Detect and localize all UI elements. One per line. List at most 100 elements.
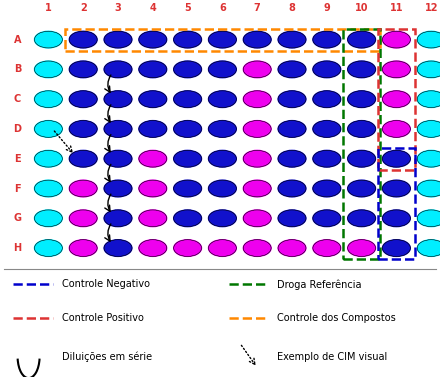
Text: 1: 1: [45, 3, 52, 13]
Text: 10: 10: [355, 3, 368, 13]
Circle shape: [313, 91, 341, 107]
Text: C: C: [14, 94, 21, 104]
Circle shape: [69, 180, 97, 197]
Circle shape: [104, 31, 132, 48]
Circle shape: [417, 180, 440, 197]
Circle shape: [69, 210, 97, 227]
Circle shape: [174, 150, 202, 167]
Circle shape: [382, 210, 411, 227]
Circle shape: [313, 180, 341, 197]
Circle shape: [209, 240, 236, 256]
Text: Controle Negativo: Controle Negativo: [62, 279, 150, 289]
Circle shape: [348, 61, 375, 78]
Circle shape: [104, 91, 132, 107]
Circle shape: [139, 240, 167, 256]
Circle shape: [209, 31, 236, 48]
Circle shape: [174, 31, 202, 48]
Text: Controle dos Compostos: Controle dos Compostos: [277, 313, 396, 323]
Circle shape: [348, 240, 375, 256]
Circle shape: [313, 150, 341, 167]
Circle shape: [243, 180, 271, 197]
Circle shape: [417, 61, 440, 78]
Circle shape: [278, 210, 306, 227]
Circle shape: [104, 121, 132, 137]
Circle shape: [139, 61, 167, 78]
Circle shape: [104, 180, 132, 197]
Circle shape: [417, 150, 440, 167]
Text: H: H: [14, 243, 22, 253]
Circle shape: [139, 31, 167, 48]
Circle shape: [348, 210, 375, 227]
Circle shape: [174, 180, 202, 197]
Circle shape: [104, 210, 132, 227]
Circle shape: [313, 240, 341, 256]
Circle shape: [382, 150, 411, 167]
Circle shape: [417, 31, 440, 48]
Circle shape: [174, 121, 202, 137]
Text: A: A: [14, 35, 22, 44]
Circle shape: [174, 61, 202, 78]
Circle shape: [278, 61, 306, 78]
Text: 2: 2: [80, 3, 87, 13]
Text: G: G: [14, 213, 22, 223]
Bar: [343, 29, 380, 259]
Circle shape: [278, 180, 306, 197]
Circle shape: [69, 31, 97, 48]
Circle shape: [243, 91, 271, 107]
Circle shape: [382, 240, 411, 256]
Circle shape: [69, 121, 97, 137]
Circle shape: [174, 210, 202, 227]
Text: 5: 5: [184, 3, 191, 13]
Circle shape: [382, 91, 411, 107]
Circle shape: [139, 210, 167, 227]
Circle shape: [34, 240, 62, 256]
Circle shape: [382, 180, 411, 197]
Circle shape: [34, 180, 62, 197]
Circle shape: [139, 180, 167, 197]
Bar: [65, 29, 380, 51]
Circle shape: [348, 91, 375, 107]
Circle shape: [174, 91, 202, 107]
Circle shape: [69, 150, 97, 167]
Text: F: F: [14, 184, 21, 193]
Circle shape: [382, 31, 411, 48]
Text: 6: 6: [219, 3, 226, 13]
Circle shape: [278, 150, 306, 167]
Circle shape: [348, 150, 375, 167]
Circle shape: [104, 240, 132, 256]
Circle shape: [313, 31, 341, 48]
Text: E: E: [14, 154, 21, 164]
Circle shape: [209, 150, 236, 167]
Circle shape: [69, 91, 97, 107]
Circle shape: [243, 61, 271, 78]
Circle shape: [34, 210, 62, 227]
Circle shape: [243, 240, 271, 256]
Circle shape: [104, 150, 132, 167]
Text: 7: 7: [254, 3, 260, 13]
Circle shape: [69, 61, 97, 78]
Circle shape: [69, 240, 97, 256]
Circle shape: [417, 121, 440, 137]
Circle shape: [209, 121, 236, 137]
Circle shape: [243, 210, 271, 227]
Bar: [378, 148, 415, 259]
Circle shape: [209, 210, 236, 227]
Text: Exemplo de CIM visual: Exemplo de CIM visual: [277, 352, 388, 362]
Circle shape: [417, 240, 440, 256]
Circle shape: [417, 210, 440, 227]
Circle shape: [382, 121, 411, 137]
Text: 11: 11: [390, 3, 403, 13]
Circle shape: [348, 121, 375, 137]
Circle shape: [243, 121, 271, 137]
Text: 9: 9: [323, 3, 330, 13]
Text: B: B: [14, 64, 21, 74]
Circle shape: [313, 121, 341, 137]
Circle shape: [278, 121, 306, 137]
Circle shape: [278, 91, 306, 107]
Circle shape: [174, 240, 202, 256]
Circle shape: [313, 61, 341, 78]
Circle shape: [34, 31, 62, 48]
Circle shape: [313, 210, 341, 227]
Circle shape: [34, 150, 62, 167]
Circle shape: [104, 61, 132, 78]
